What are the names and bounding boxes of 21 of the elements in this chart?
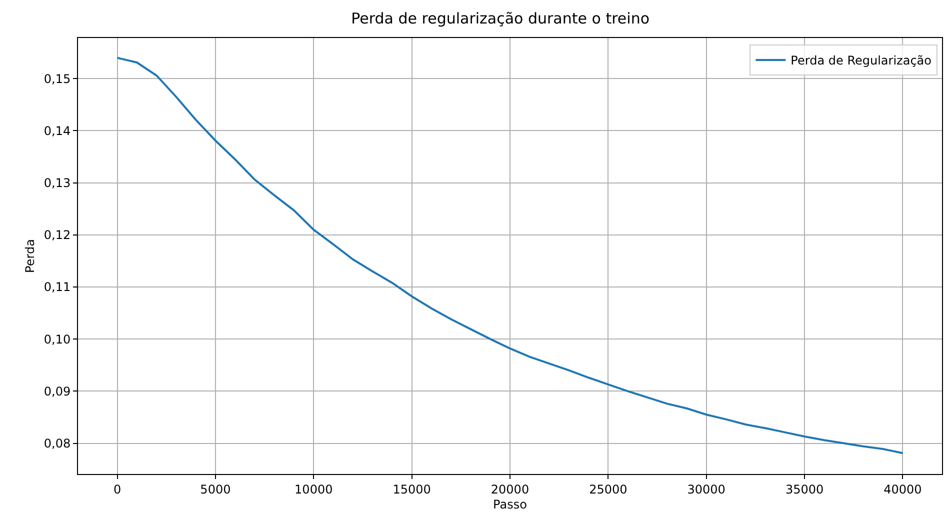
- x-tick-label: 20000: [490, 482, 530, 496]
- x-tick-label: 10000: [294, 482, 333, 496]
- y-tick-label: 0,13: [44, 176, 71, 190]
- y-axis-title: Perda: [23, 239, 38, 273]
- x-tick-label: 40000: [884, 482, 922, 496]
- x-tick-label: 35000: [785, 482, 824, 496]
- y-tick-label: 0,14: [44, 124, 71, 138]
- x-tick-label: 30000: [687, 482, 726, 496]
- chart-title: Perda de regularização durante o treino: [351, 9, 650, 28]
- y-tick-label: 0,09: [44, 384, 71, 398]
- y-tick-label: 0,12: [44, 228, 71, 242]
- legend-label: Perda de Regularização: [790, 54, 932, 68]
- y-tick-label: 0,08: [44, 436, 71, 450]
- x-tick-label: 0: [113, 482, 122, 496]
- x-axis-title: Passo: [493, 497, 527, 512]
- y-tick-label: 0,15: [44, 72, 71, 86]
- x-tick-label: 15000: [392, 482, 431, 496]
- y-tick-label: 0,10: [44, 332, 71, 346]
- y-tick-label: 0,11: [44, 280, 71, 294]
- x-tick-label: 5000: [200, 482, 231, 496]
- x-tick-label: 25000: [589, 482, 628, 496]
